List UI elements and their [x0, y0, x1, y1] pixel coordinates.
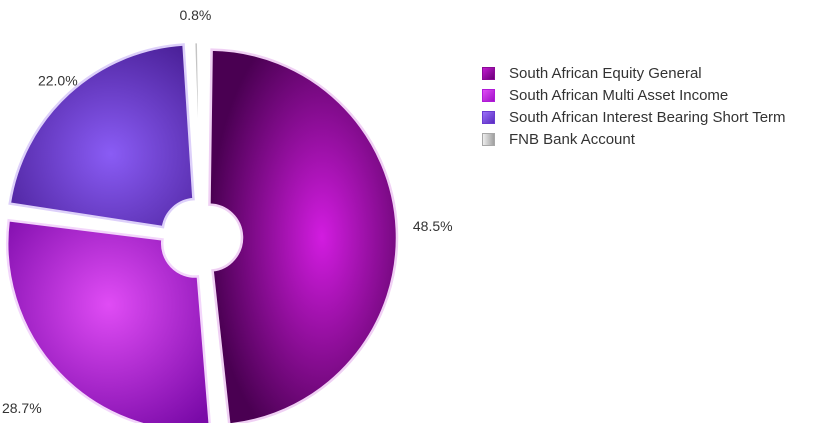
legend-item-interest-bearing-short-term: South African Interest Bearing Short Ter… — [482, 106, 786, 128]
legend-label-multi-asset-income: South African Multi Asset Income — [509, 86, 729, 104]
slice-equity-general — [208, 48, 399, 423]
pct-label-fnb-bank-account: 0.8% — [179, 7, 211, 23]
pct-label-interest-bearing-short-term: 22.0% — [38, 72, 78, 88]
legend: South African Equity General South Afric… — [482, 62, 786, 150]
legend-swatch-fnb-bank-account — [482, 132, 495, 146]
pct-label-equity-general: 48.5% — [413, 218, 453, 234]
legend-label-interest-bearing-short-term: South African Interest Bearing Short Ter… — [509, 108, 786, 126]
legend-item-fnb-bank-account: FNB Bank Account — [482, 128, 786, 150]
slice-fnb-bank-account — [192, 40, 202, 199]
legend-swatch-multi-asset-income — [482, 88, 495, 102]
pct-label-multi-asset-income: 28.7% — [2, 400, 42, 416]
legend-item-equity-general: South African Equity General — [482, 62, 786, 84]
legend-label-equity-general: South African Equity General — [509, 64, 702, 82]
legend-item-multi-asset-income: South African Multi Asset Income — [482, 84, 786, 106]
legend-swatch-equity-general — [482, 66, 495, 80]
slice-multi-asset-income — [5, 218, 211, 423]
legend-label-fnb-bank-account: FNB Bank Account — [509, 130, 635, 148]
slice-interest-bearing-short-term — [8, 43, 195, 229]
legend-swatch-interest-bearing-short-term — [482, 110, 495, 124]
